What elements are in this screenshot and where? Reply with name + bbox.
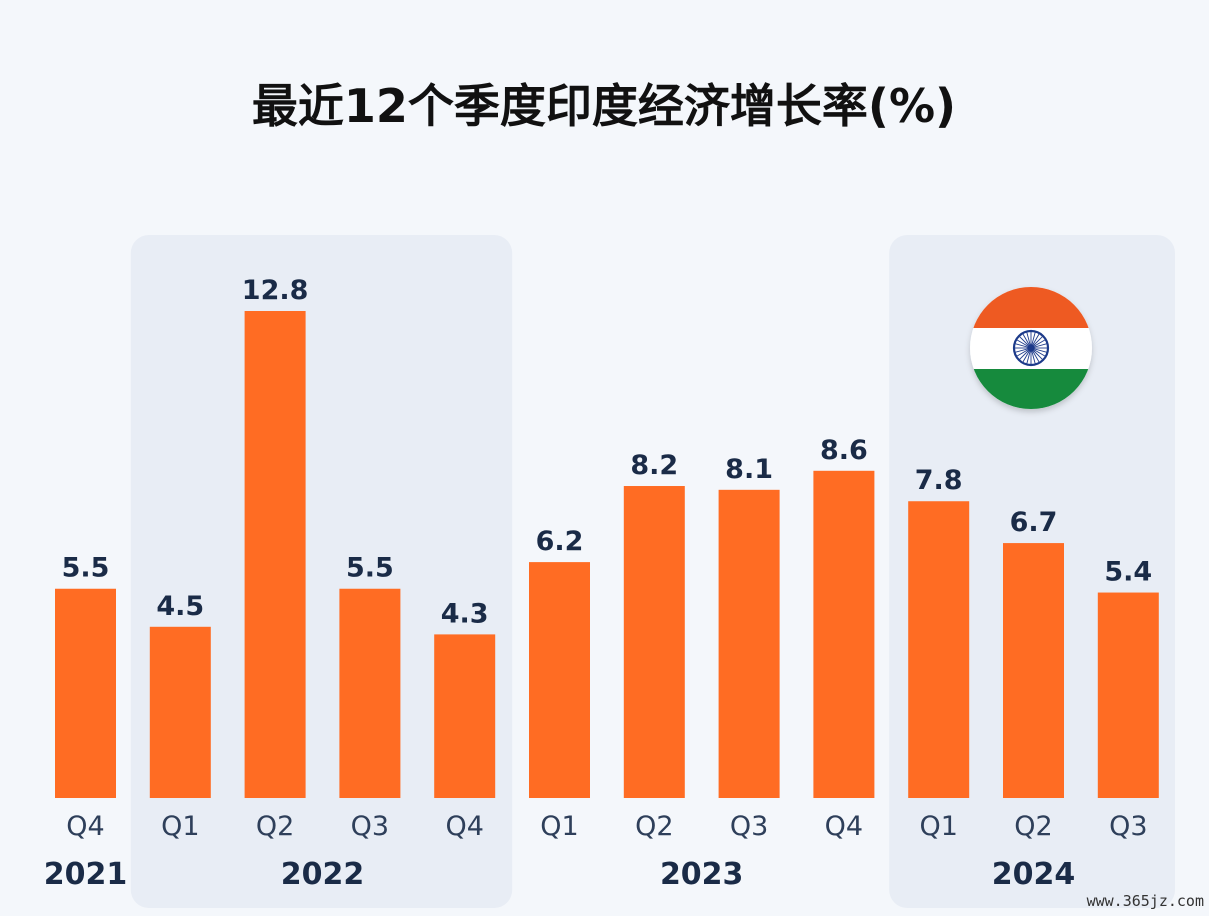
x-tick-label: Q2: [635, 811, 673, 842]
bar: [908, 501, 970, 798]
x-tick-label: Q1: [540, 811, 578, 842]
x-tick-label: Q3: [1109, 811, 1147, 842]
data-label: 8.2: [630, 450, 678, 481]
x-tick-label: Q2: [1014, 811, 1052, 842]
quarter-labels: Q4 Q1 Q2 Q3 Q4 Q1 Q2 Q3 Q4 Q1 Q2 Q3: [66, 811, 1147, 842]
bar: [434, 634, 496, 798]
bar: [55, 588, 116, 798]
x-tick-label: Q4: [825, 811, 863, 842]
year-label: 2023: [660, 857, 744, 892]
bars: [55, 311, 1159, 798]
year-labels: 2021 2022 2023 2024: [44, 857, 1076, 892]
data-label: 5.5: [346, 553, 394, 584]
value-labels: 5.5 4.5 12.8 5.5 4.3 6.2 8.2 8.1 8.6 7.8 6.7 5.4: [62, 275, 1153, 629]
bar: [1003, 543, 1064, 798]
x-tick-label: Q1: [919, 811, 957, 842]
data-label: 7.8: [915, 465, 963, 496]
data-label: 6.7: [1010, 507, 1058, 538]
year-label: 2021: [44, 857, 128, 892]
x-tick-label: Q3: [730, 811, 768, 842]
data-label: 8.6: [820, 435, 868, 466]
data-label: 6.2: [536, 526, 584, 557]
bar: [1097, 592, 1159, 798]
data-label: 5.4: [1104, 557, 1152, 588]
data-label: 4.3: [441, 598, 489, 629]
x-tick-label: Q3: [351, 811, 389, 842]
bar: [718, 489, 780, 798]
watermark: www.365jz.com: [1087, 892, 1204, 910]
x-tick-label: Q2: [256, 811, 294, 842]
bar: [339, 588, 401, 798]
bar: [529, 562, 590, 798]
data-label: 12.8: [242, 275, 309, 306]
x-tick-label: Q4: [66, 811, 104, 842]
year-label: 2024: [992, 857, 1076, 892]
data-label: 8.1: [725, 454, 773, 485]
data-label: 4.5: [156, 591, 204, 622]
bar: [149, 626, 211, 798]
year-shade-2022: [130, 235, 513, 908]
year-label: 2022: [281, 857, 365, 892]
bar: [623, 486, 685, 798]
bar: [244, 311, 306, 798]
chart-title: 最近12个季度印度经济增长率(%): [252, 79, 956, 133]
x-tick-label: Q1: [161, 811, 199, 842]
data-label: 5.5: [62, 553, 110, 584]
bar: [813, 470, 875, 798]
india-flag-icon: [970, 287, 1092, 409]
x-tick-label: Q4: [445, 811, 483, 842]
